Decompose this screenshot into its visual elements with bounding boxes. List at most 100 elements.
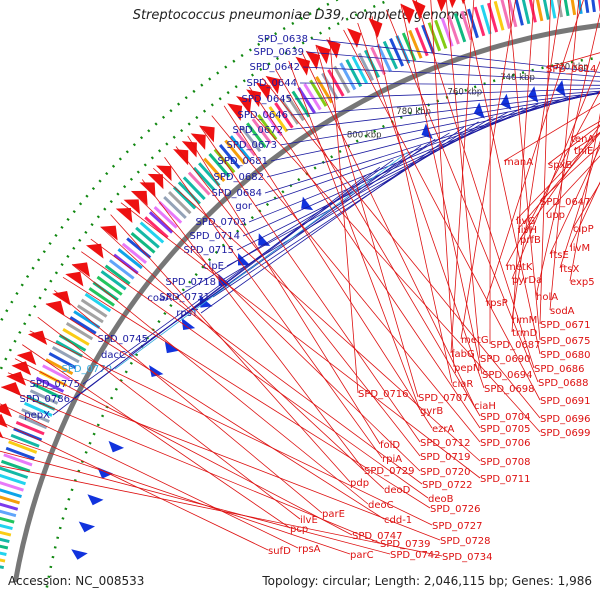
forward-gene-label: livG [516,216,535,227]
cog-segment [0,495,21,505]
cog-segment [167,191,192,215]
cog-segment [376,43,392,73]
forward-gene-labels: SPD_0614tenAthiEmanAspxBSPD_0647upplivGl… [0,0,600,563]
cog-segment [21,408,50,423]
cog-segment [315,76,334,104]
forward-gene-label: pepN [454,363,480,374]
cog-segment [73,310,101,329]
reverse-gene-label: SPD_0775 [29,379,80,390]
cog-segment [0,565,5,570]
cog-segment [208,153,231,178]
cog-segment [139,221,165,244]
forward-gene-label: SPD_0722 [422,480,473,491]
forward-gene-arrow [27,330,48,345]
page-title: Streptococcus pneumoniae D39, complete g… [132,8,468,23]
forward-gene-label: SPD_0696 [540,414,591,425]
cog-segment [113,253,139,275]
reverse-gene-label: SPD_0715 [183,245,234,256]
forward-gene-label: upp [546,210,565,221]
forward-gene-leader [0,450,391,555]
cog-segment [297,86,316,114]
forward-gene-leader [385,9,539,383]
reverse-gene-label: dacC [101,350,126,361]
forward-gene-leader [547,124,600,165]
reverse-gene-leader [114,152,408,370]
reverse-gene-label: SPD_0644 [246,78,297,89]
forward-gene-label: SPD_0727 [432,521,483,532]
forward-gene-leader [45,303,385,520]
cog-segment [153,206,178,229]
cog-segment [0,481,24,492]
reverse-gene-leader [285,92,600,131]
forward-gene-arrow [156,165,172,182]
cog-segment [8,440,38,454]
cog-segment [542,0,550,20]
forward-gene-label: pyrDa [512,275,542,286]
forward-gene-arrow [199,125,215,143]
cog-segment [345,59,363,88]
cog-segment [15,420,45,436]
cog-segment [218,144,241,169]
forward-gene-arrow [45,300,65,316]
forward-gene-leader [187,135,381,445]
cog-segment [0,473,26,486]
reverse-gene-arrow [164,341,179,354]
cog-segment [117,248,143,270]
cog-segment [535,0,544,22]
cog-segment [447,15,460,45]
cog-segment [556,0,563,18]
cog-segment [333,65,351,94]
cog-segment [401,32,417,62]
forward-gene-arrow [123,199,140,215]
cog-segment [0,509,17,518]
cog-segment [104,264,131,285]
cog-segment [58,333,87,352]
cog-segment [96,275,123,296]
cog-segment [235,130,257,157]
forward-gene-leader [511,0,535,333]
cog-segment [591,0,596,13]
forward-gene-leader [400,3,483,375]
cog-segment [100,270,127,291]
forward-gene-arrow [412,0,426,20]
cog-segment [251,118,272,145]
reverse-gene-leader [82,159,394,385]
forward-gene-leader [0,403,299,549]
cog-segment [80,298,108,318]
forward-gene-label: pcp [290,524,308,535]
reverse-gene-arrow [71,549,88,560]
forward-gene-leader [535,12,600,297]
cog-segment [229,135,251,161]
cog-segment [182,176,206,201]
forward-gene-label: cdd-1 [384,515,412,526]
reverse-gene-leader [242,103,539,237]
forward-gene-arrow [86,243,104,259]
forward-gene-label: SPD_0687 [490,340,541,351]
forward-gene-leader [430,0,455,368]
cog-segment [0,523,13,531]
forward-gene-label: SPD_0690 [480,354,531,365]
cog-segment [389,37,405,67]
reverse-gene-label: SPD_0673 [226,140,277,151]
forward-gene-leader [549,0,580,311]
forward-gene-arrow [0,403,13,418]
forward-gene-leader [569,181,600,248]
cog-segment [10,433,40,448]
forward-gene-label: gyrB [420,406,443,417]
forward-gene-label: SPD_0706 [480,438,531,449]
cog-segment [434,19,448,49]
cog-segment [427,22,442,52]
forward-gene-arrow [190,133,206,150]
forward-gene-label: SPD_0707 [418,393,469,404]
forward-gene-label: SPD_0708 [480,457,531,468]
cog-segment [158,201,183,224]
kbp-tick-label: 740 kbp [500,73,535,83]
forward-gene-leader [343,29,541,401]
forward-gene-label: SPD_0747 [352,531,403,542]
reverse-gene-leader [248,99,554,223]
forward-gene-leader [1,386,381,544]
forward-gene-label: SPD_0711 [480,474,531,485]
reverse-gene-leader [294,88,600,100]
forward-gene-label: pdp [350,478,369,489]
